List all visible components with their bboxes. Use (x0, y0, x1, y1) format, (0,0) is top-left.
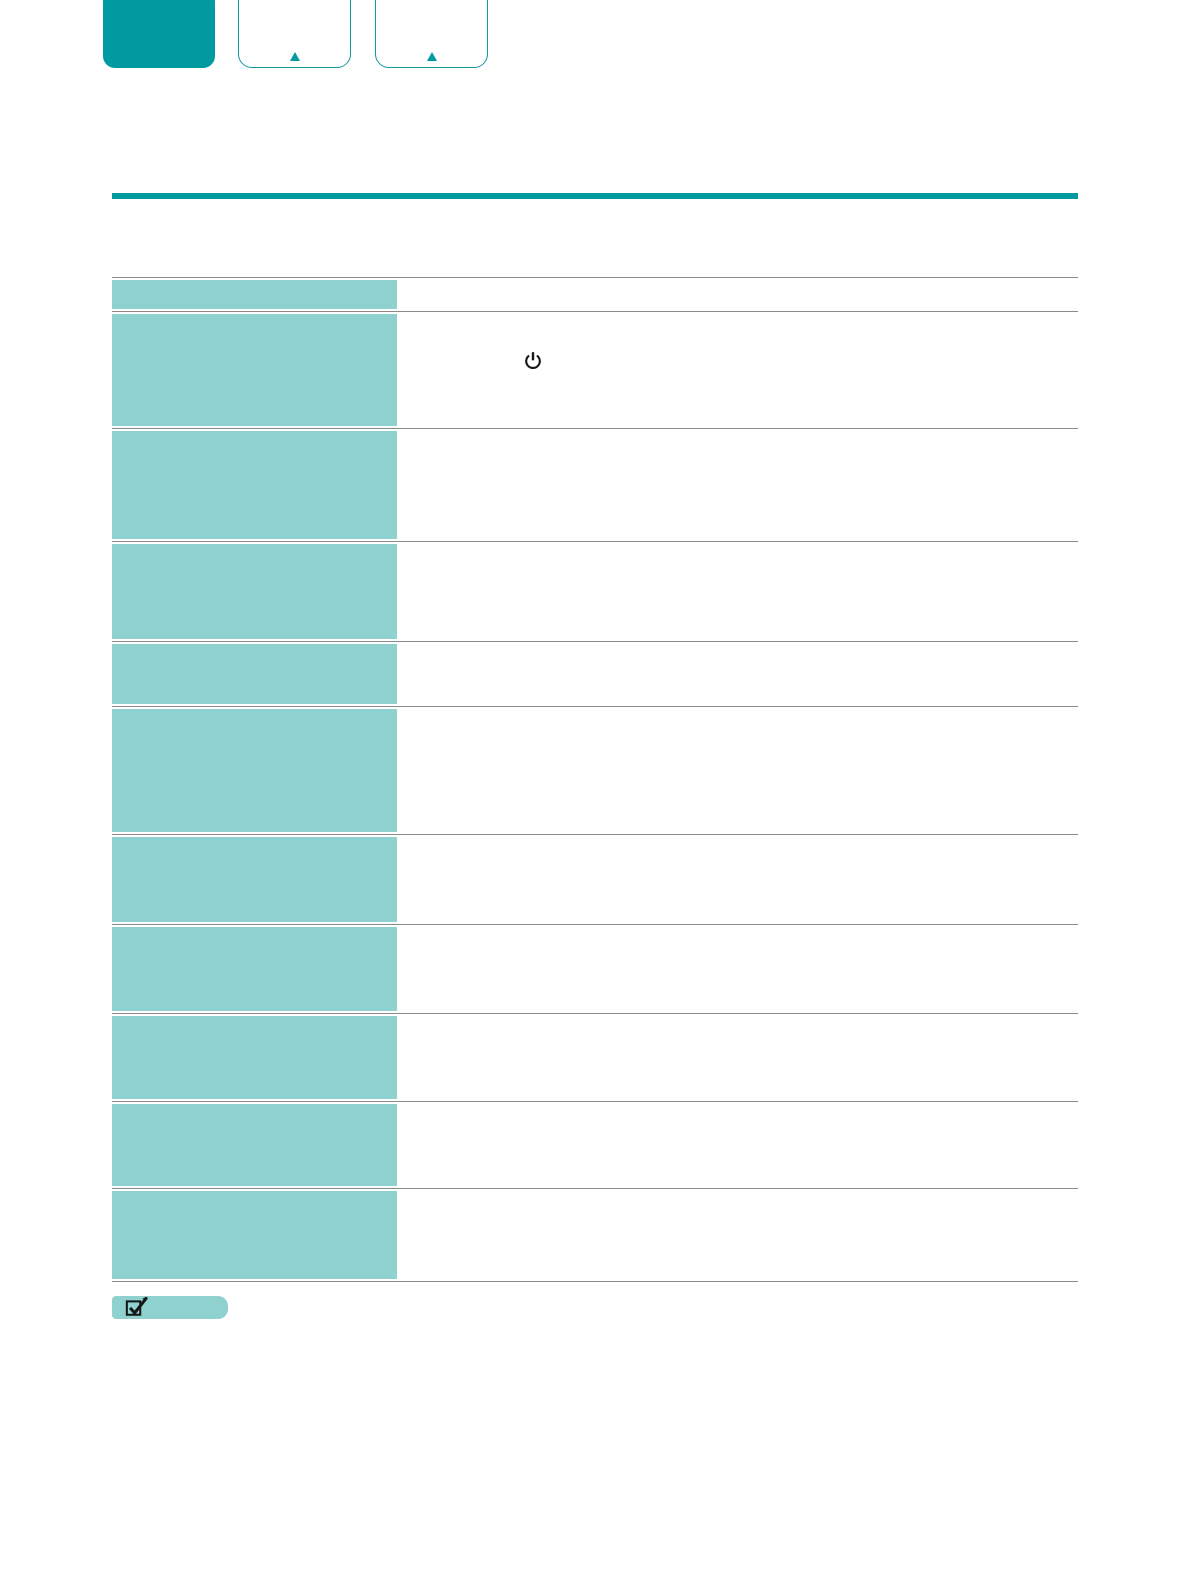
settings-table (112, 277, 1078, 1282)
note-check-icon (125, 1295, 149, 1317)
tab-2[interactable] (238, 0, 351, 68)
triangle-up-icon (426, 52, 437, 61)
row-header-cell (112, 644, 397, 704)
row-value-cell (397, 925, 1078, 1013)
row-value-cell (397, 278, 1078, 311)
row-value-cell (397, 1102, 1078, 1188)
table-row (112, 925, 1078, 1014)
row-value-cell (397, 1189, 1078, 1281)
table-row (112, 312, 1078, 429)
table-row (112, 835, 1078, 925)
table-row (112, 278, 1078, 312)
table-row (112, 429, 1078, 542)
table-row (112, 1189, 1078, 1282)
row-value-cell (397, 835, 1078, 924)
row-header-cell (112, 314, 397, 426)
row-value-cell (397, 1014, 1078, 1101)
row-header-cell (112, 1191, 397, 1279)
triangle-up-icon (289, 52, 300, 61)
tab-selected[interactable] (103, 0, 215, 68)
row-header-cell (112, 837, 397, 922)
row-header-cell (112, 1016, 397, 1099)
note-box (112, 1296, 228, 1319)
row-value-cell (397, 642, 1078, 706)
row-header-cell (112, 431, 397, 539)
table-row (112, 642, 1078, 707)
section-divider-rule (112, 193, 1078, 199)
row-value-cell (397, 429, 1078, 541)
tab-3[interactable] (375, 0, 488, 68)
row-header-cell (112, 1104, 397, 1186)
power-icon (523, 351, 543, 371)
table-row (112, 542, 1078, 642)
row-value-cell (397, 542, 1078, 641)
row-header-cell (112, 544, 397, 639)
row-header-cell (112, 709, 397, 832)
row-value-cell (397, 707, 1078, 834)
table-row (112, 1102, 1078, 1189)
row-header-cell (112, 280, 397, 309)
row-header-cell (112, 927, 397, 1011)
table-row (112, 707, 1078, 835)
row-value-cell (397, 312, 1078, 428)
table-row (112, 1014, 1078, 1102)
